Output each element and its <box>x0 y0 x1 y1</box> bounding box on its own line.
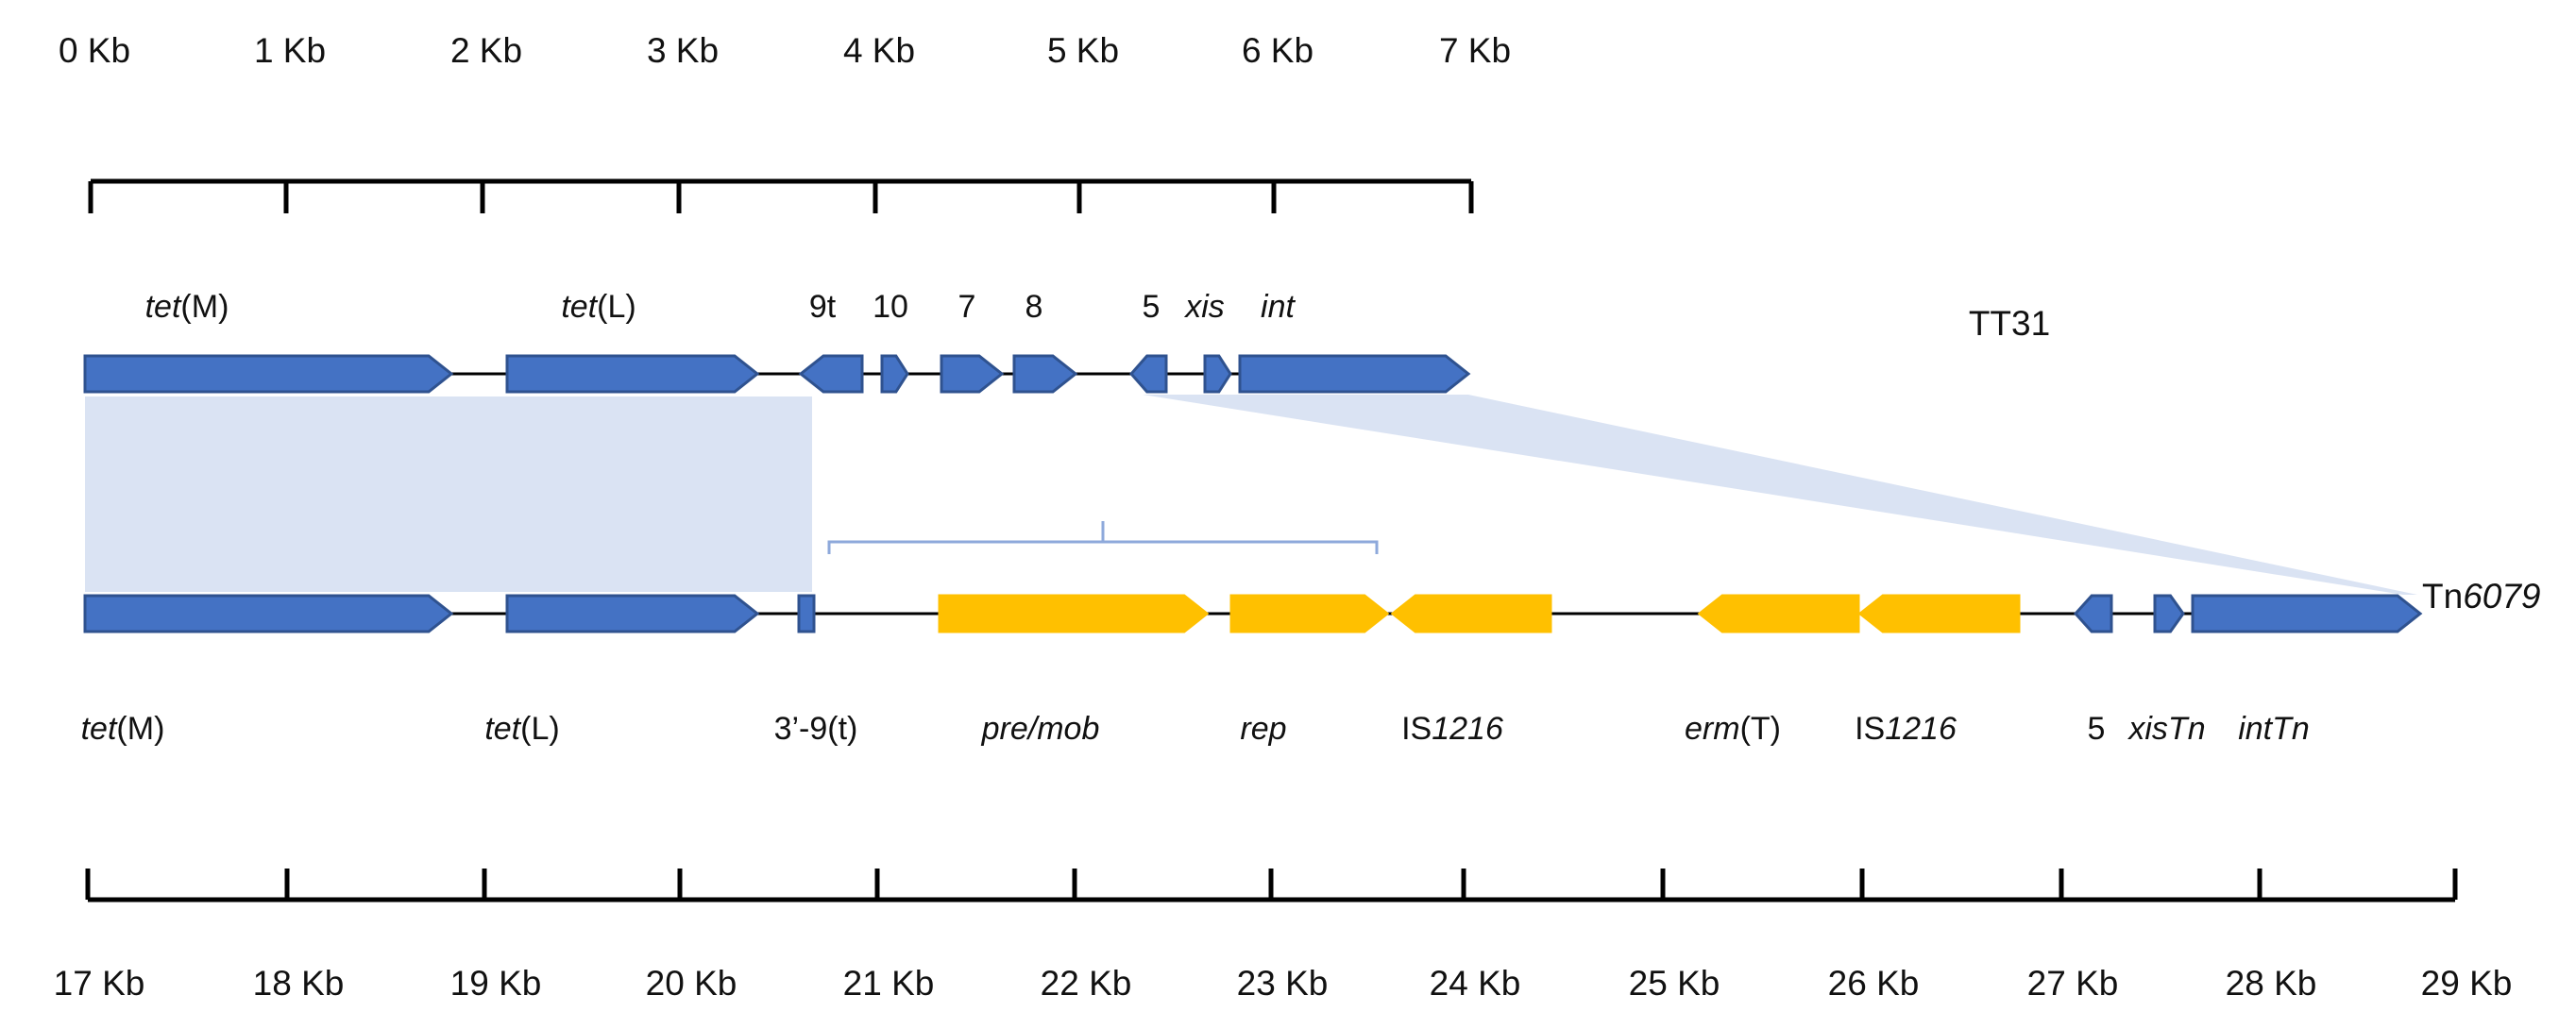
tn6079-name: Tn6079 <box>2422 577 2541 616</box>
tn6079-label-premob-part: pre/mob <box>981 711 1100 747</box>
tt31-label-7-part: 7 <box>958 289 976 325</box>
orf5-gene <box>1129 354 1168 394</box>
tn6079-label-3p9t: 3’-9(t) <box>774 711 858 747</box>
bottom-scale-tick-label: 20 Kb <box>646 964 737 1003</box>
tetL-gene <box>505 594 760 633</box>
top-scale-tick-label: 6 Kb <box>1242 31 1313 70</box>
tt31-label-9t-part: 9t <box>809 289 837 325</box>
tetM-gene <box>83 354 454 394</box>
is1216-gene-1 <box>1390 594 1552 633</box>
orf9t-fragment <box>797 594 816 633</box>
is1216-gene-2 <box>1857 594 2021 633</box>
tn6079-label-ermT-part: (T) <box>1740 711 1781 747</box>
tt31-label-tetM-part: (M) <box>180 289 229 325</box>
tt31-label-5-part: 5 <box>1143 289 1161 325</box>
tn6079-label-is1216a-part: 1216 <box>1432 711 1503 747</box>
top-scale-tick-label: 7 Kb <box>1439 31 1511 70</box>
tn6079-label-is1216b-part: 1216 <box>1885 711 1957 747</box>
tn6079-label-xisTn: xisTn <box>2127 711 2205 747</box>
tt31-label-tetL: tet(L) <box>561 289 636 325</box>
tt31-label-7: 7 <box>958 289 976 325</box>
intTn-gene <box>2191 594 2423 633</box>
tt31-label-8: 8 <box>1025 289 1043 325</box>
tt31-label-8-part: 8 <box>1025 289 1043 325</box>
tt31-label-9t: 9t <box>809 289 837 325</box>
tn6079-label-5-part: 5 <box>2088 711 2106 747</box>
tn6079-label-rep: rep <box>1240 711 1286 747</box>
tn6079-label-xisTn-part: xisTn <box>2127 711 2205 747</box>
top-scale-tick-label: 2 Kb <box>450 31 522 70</box>
tt31-label-5: 5 <box>1143 289 1161 325</box>
tn6079-label-is1216b-part: IS <box>1855 711 1885 747</box>
xisTn-gene <box>2153 594 2185 633</box>
tt31-label-tetM: tet(M) <box>145 289 229 325</box>
tn6079-name-part: 6079 <box>2463 577 2540 616</box>
tn6079-label-tetL-part: tet <box>484 711 521 747</box>
tn6079-label-5: 5 <box>2088 711 2106 747</box>
tn6079-label-ermT-part: erm <box>1685 711 1740 747</box>
tt31-label-10-part: 10 <box>873 289 908 325</box>
tn6079-label-tetM-part: tet <box>81 711 118 747</box>
bottom-scale-tick-label: 23 Kb <box>1237 964 1329 1003</box>
homology-block-tet <box>85 396 812 592</box>
tn6079-label-3p9t-part: 3’-9(t) <box>774 711 858 747</box>
pre-mob-gene <box>938 594 1210 633</box>
tn6079-label-intTn: intTn <box>2238 711 2310 747</box>
tn6079-label-tetM: tet(M) <box>81 711 165 747</box>
tt31-label-10: 10 <box>873 289 908 325</box>
top-scale-tick-label: 4 Kb <box>843 31 915 70</box>
tn6079-label-rep-part: rep <box>1240 711 1286 747</box>
tn6079-label-is1216b: IS1216 <box>1855 711 1957 747</box>
bottom-scale-tick-label: 28 Kb <box>2226 964 2317 1003</box>
xis-gene <box>1203 354 1232 394</box>
orf7-gene <box>940 354 1005 394</box>
homology-block-int <box>1143 395 2417 595</box>
tn6079-label-premob: pre/mob <box>981 711 1100 747</box>
tn6079-label-intTn-part: intTn <box>2238 711 2310 747</box>
orf9t-gene <box>798 354 864 394</box>
bottom-scale-tick-label: 29 Kb <box>2421 964 2513 1003</box>
ermT-gene <box>1697 594 1860 633</box>
tn6079-label-tetL-part: (L) <box>520 711 560 747</box>
tetM-gene <box>83 594 454 633</box>
tt31-name: TT31 <box>1969 304 2050 343</box>
orf10-gene <box>880 354 909 394</box>
tn6079-label-tetL: tet(L) <box>484 711 559 747</box>
top-scale-tick-label: 3 Kb <box>647 31 719 70</box>
bottom-scale-tick-label: 27 Kb <box>2027 964 2119 1003</box>
top-scale-tick-label: 0 Kb <box>59 31 130 70</box>
int-gene <box>1238 354 1471 394</box>
tt31-label-tetL-part: (L) <box>597 289 636 325</box>
tt31-label-int-part: int <box>1261 289 1296 325</box>
insertion-bracket <box>827 521 1379 554</box>
orf5-gene <box>2073 594 2113 633</box>
bottom-scale-tick-label: 24 Kb <box>1430 964 1521 1003</box>
tt31-label-tetM-part: tet <box>145 289 182 325</box>
bottom-scale-tick-label: 18 Kb <box>253 964 345 1003</box>
tn6079-label-is1216a-part: IS <box>1401 711 1432 747</box>
bottom-scale-tick-label: 21 Kb <box>843 964 935 1003</box>
tt31-label-tetL-part: tet <box>561 289 598 325</box>
tt31-label-int: int <box>1261 289 1296 325</box>
bottom-scale-tick-label: 19 Kb <box>450 964 542 1003</box>
tn6079-label-tetM-part: (M) <box>116 711 164 747</box>
tn6079-label-is1216a: IS1216 <box>1401 711 1503 747</box>
rep-gene <box>1229 594 1390 633</box>
tt31-label-xis-part: xis <box>1183 289 1225 325</box>
tetL-gene <box>505 354 760 394</box>
tt31-label-xis: xis <box>1183 289 1225 325</box>
tn6079-name-part: Tn <box>2422 577 2463 616</box>
top-scale-tick-label: 1 Kb <box>254 31 326 70</box>
bottom-scale-tick-label: 26 Kb <box>1828 964 1920 1003</box>
bottom-scale-tick-label: 25 Kb <box>1629 964 1720 1003</box>
tn6079-label-ermT: erm(T) <box>1685 711 1781 747</box>
bottom-scale-tick-label: 17 Kb <box>54 964 145 1003</box>
top-scale-tick-label: 5 Kb <box>1047 31 1119 70</box>
orf8-gene <box>1012 354 1078 394</box>
bottom-scale-tick-label: 22 Kb <box>1041 964 1132 1003</box>
